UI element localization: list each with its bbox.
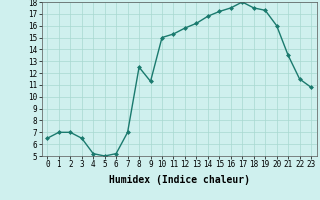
- X-axis label: Humidex (Indice chaleur): Humidex (Indice chaleur): [109, 175, 250, 185]
